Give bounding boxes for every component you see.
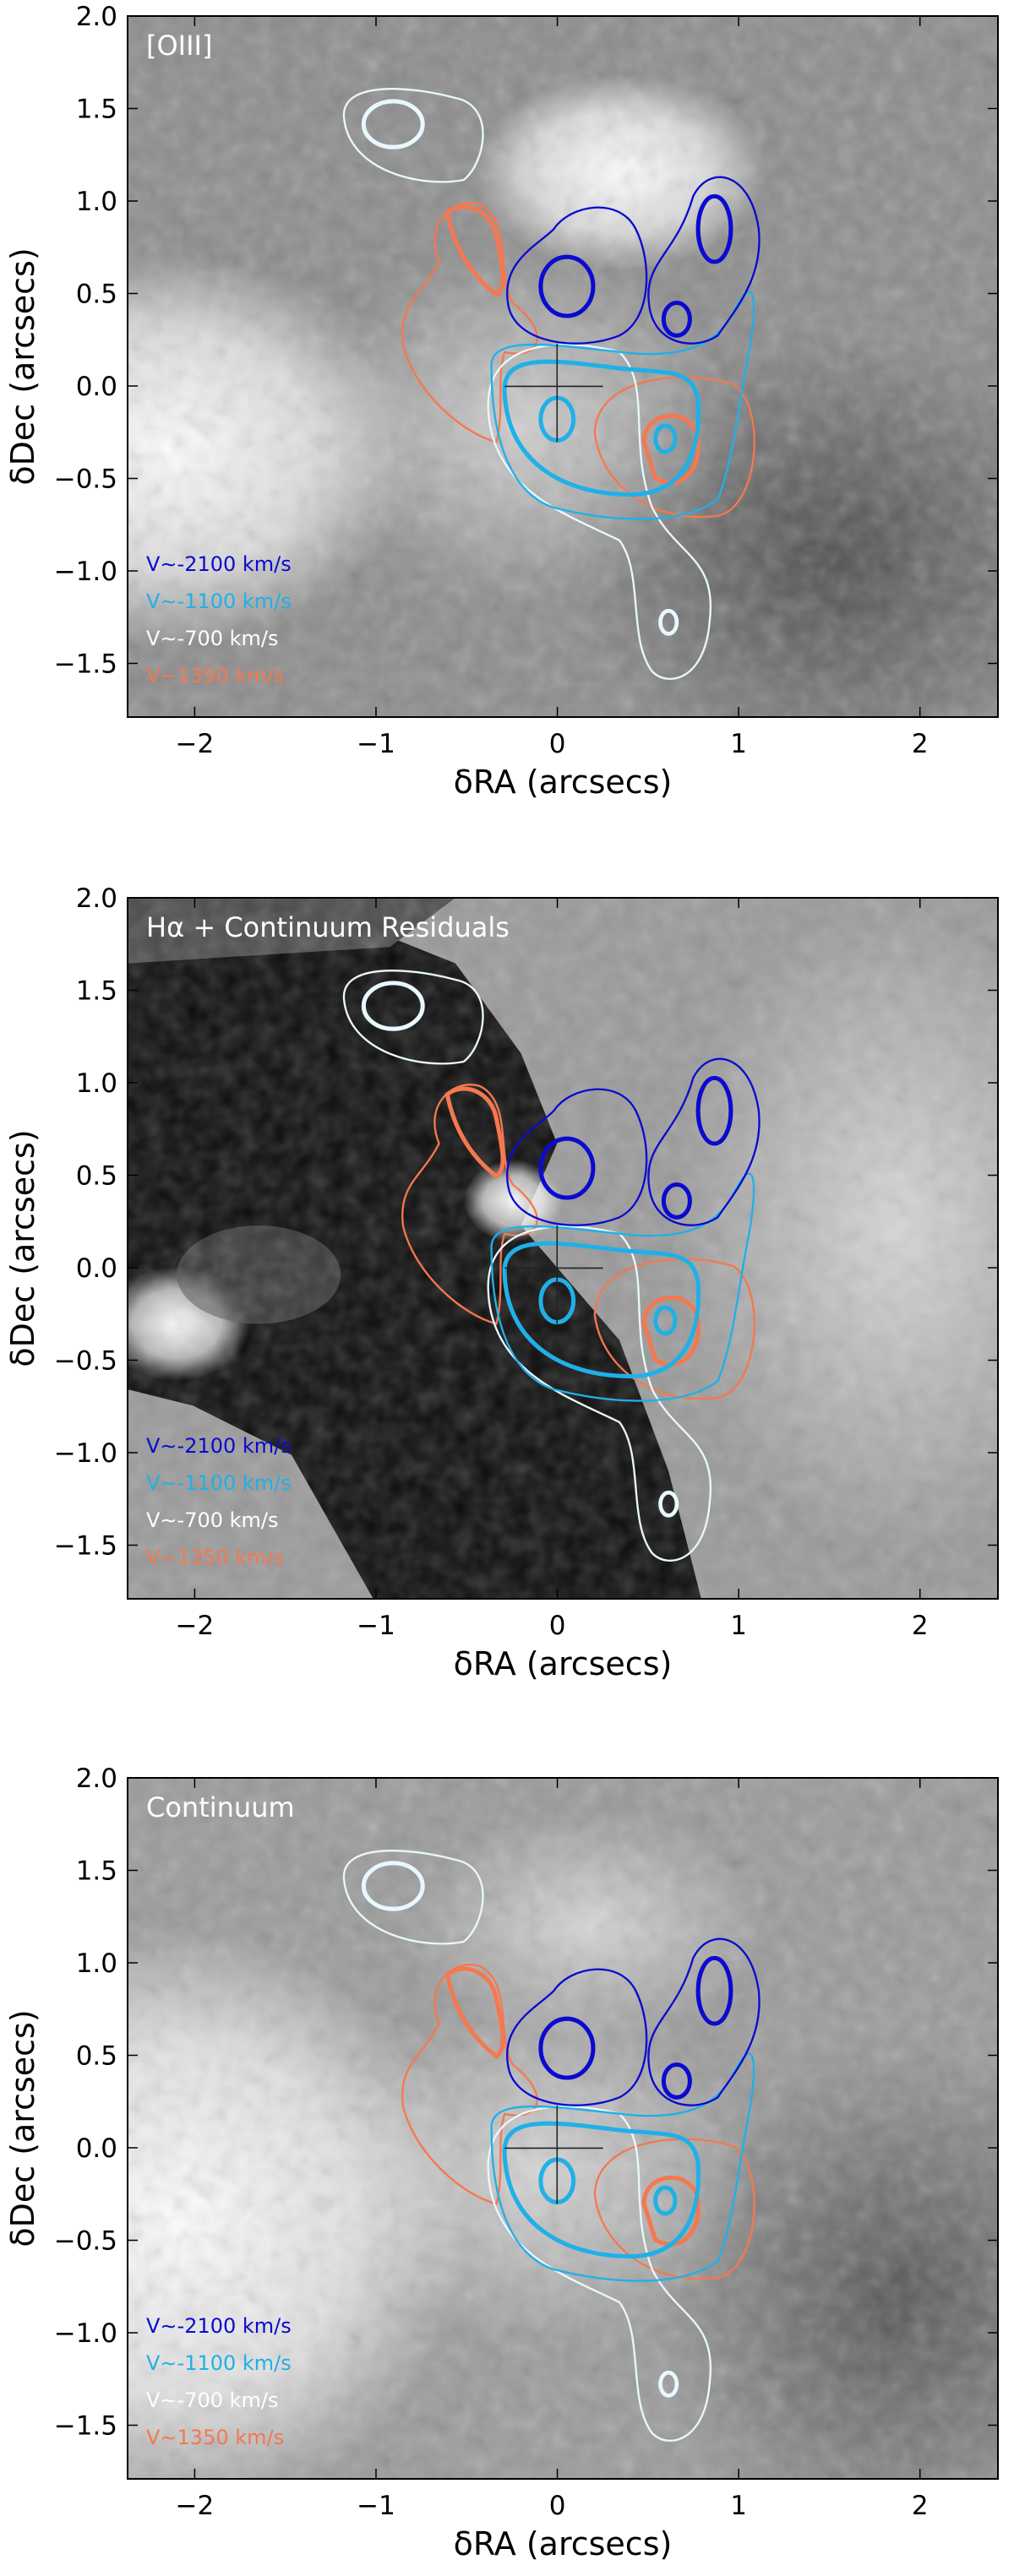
y-tick-label: 2.0 <box>76 1764 117 1794</box>
legend-entry: V∼-700 km/s <box>146 627 279 650</box>
x-axis-label: δRA (arcsecs) <box>454 764 673 801</box>
x-tick-label: 0 <box>549 729 566 759</box>
y-tick-label: 1.5 <box>76 976 117 1006</box>
y-tick-label: 1.0 <box>76 1948 117 1979</box>
x-tick-label: 1 <box>730 1611 747 1641</box>
y-tick-label: 1.5 <box>76 94 117 124</box>
y-tick-label: −1.0 <box>54 557 117 587</box>
legend-entry: V∼1350 km/s <box>146 664 284 687</box>
y-tick-label: 0.0 <box>76 1253 117 1284</box>
x-tick-label: 2 <box>912 729 929 759</box>
panel: −2 −1 0 1 2 −1.5 −1.0 −0.5 0.0 0.5 1.0 1.5 2.0 δRA (a… <box>4 2 999 801</box>
y-tick-label: −1.5 <box>54 1530 117 1561</box>
x-tick-label: −2 <box>176 2491 215 2521</box>
x-tick-label: 0 <box>549 1611 566 1641</box>
panel-title: [OIII] <box>146 30 212 62</box>
y-tick-label: −1.0 <box>54 1438 117 1469</box>
y-tick-label: 2.0 <box>76 883 117 914</box>
legend-entry: V∼-1100 km/s <box>146 590 292 613</box>
panel-title: Continuum <box>146 1791 295 1823</box>
legend-entry: V∼-700 km/s <box>146 1508 279 1532</box>
y-tick-label: −1.0 <box>54 2318 117 2349</box>
y-tick-label: 0.5 <box>76 279 117 309</box>
x-axis-label: δRA (arcsecs) <box>454 1645 673 1682</box>
legend-entry: V∼-2100 km/s <box>146 2314 292 2338</box>
x-tick-label: −2 <box>176 1611 215 1641</box>
y-tick-label: −1.5 <box>54 2410 117 2441</box>
y-axis-label: δDec (arcsecs) <box>4 247 41 485</box>
y-axis-label: δDec (arcsecs) <box>4 1129 41 1367</box>
x-tick-label: −1 <box>357 1611 395 1641</box>
y-tick-label: 1.5 <box>76 1856 117 1886</box>
x-tick-label: −1 <box>357 729 395 759</box>
y-tick-label: 1.0 <box>76 187 117 217</box>
legend-entry: V∼-700 km/s <box>146 2389 279 2412</box>
y-tick-label: 0.5 <box>76 2041 117 2071</box>
y-tick-label: −1.5 <box>54 649 117 679</box>
y-axis-label: δDec (arcsecs) <box>4 2009 41 2247</box>
x-tick-label: 0 <box>549 2491 566 2521</box>
panel: −2 −1 0 1 2 −1.5 −1.0 −0.5 0.0 0.5 1.0 1.5 2.0 δRA (a… <box>4 883 999 1682</box>
x-tick-label: 1 <box>730 729 747 759</box>
legend-entry: V∼-1100 km/s <box>146 1471 292 1495</box>
legend-entry: V∼1350 km/s <box>146 1546 284 1569</box>
legend-entry: V∼1350 km/s <box>146 2426 284 2449</box>
axes-frame <box>127 1777 999 2480</box>
x-tick-label: −2 <box>176 729 215 759</box>
y-tick-label: 0.5 <box>76 1160 117 1191</box>
panel: −2 −1 0 1 2 −1.5 −1.0 −0.5 0.0 0.5 1.0 1.5 2.0 δRA (a… <box>4 1764 999 2562</box>
x-tick-label: 1 <box>730 2491 747 2521</box>
x-tick-label: 2 <box>912 1611 929 1641</box>
legend-entry: V∼-1100 km/s <box>146 2351 292 2375</box>
y-tick-label: 2.0 <box>76 2 117 32</box>
legend-entry: V∼-2100 km/s <box>146 1434 292 1458</box>
y-tick-label: −0.5 <box>54 464 117 494</box>
y-tick-label: 1.0 <box>76 1068 117 1099</box>
x-axis-label: δRA (arcsecs) <box>454 2525 673 2562</box>
axes-frame <box>127 897 999 1600</box>
y-tick-label: −0.5 <box>54 2225 117 2256</box>
y-tick-label: 0.0 <box>76 372 117 402</box>
axes-frame <box>127 15 999 718</box>
y-tick-label: −0.5 <box>54 1345 117 1376</box>
panel-title: Hα + Continuum Residuals <box>146 911 510 943</box>
x-tick-label: −1 <box>357 2491 395 2521</box>
legend-entry: V∼-2100 km/s <box>146 552 292 576</box>
x-tick-label: 2 <box>912 2491 929 2521</box>
y-tick-label: 0.0 <box>76 2133 117 2164</box>
